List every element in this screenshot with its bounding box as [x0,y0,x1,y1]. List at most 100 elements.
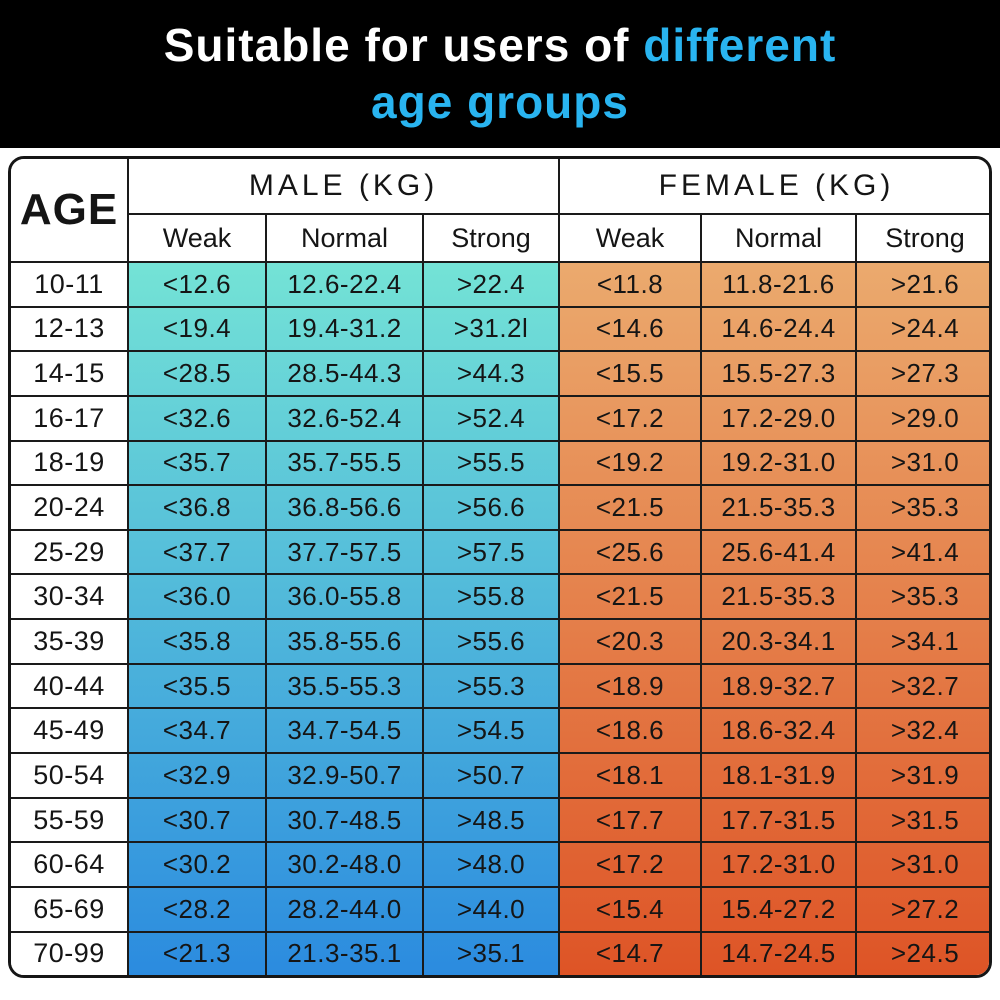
male-normal-cell: 32.9-50.7 [265,752,424,799]
male-weak-header: Weak [128,213,267,263]
age-cell: 60-64 [11,841,129,888]
male-weak-cell: <36.8 [127,484,267,531]
age-cell: 40-44 [11,662,129,710]
title-line-2: age groups [371,76,629,128]
male-normal-cell: 21.3-35.1 [265,930,424,975]
table-body: 10-11 <12.6 12.6-22.4 >22.4 <11.8 11.8-21.6 >2… [11,261,989,975]
male-strong-cell: >22.4 [421,261,561,308]
male-strong-cell: >52.4 [421,394,561,442]
male-strong-cell: >44.3 [421,350,561,397]
table-row: 20-24 <36.8 36.8-56.6 >56.6 <21.5 21.5-35.3 >3… [11,484,989,531]
age-cell: 35-39 [11,618,129,665]
male-normal-cell: 30.2-48.0 [265,841,424,888]
male-weak-cell: <34.7 [127,707,267,755]
male-normal-cell: 35.8-55.6 [265,618,424,665]
male-weak-cell: <28.2 [127,885,267,933]
female-normal-cell: 15.4-27.2 [700,885,858,933]
female-normal-cell: 25.6-41.4 [700,528,858,576]
male-normal-cell: 35.5-55.3 [265,662,424,710]
female-strong-cell: >21.6 [855,261,989,308]
female-weak-cell: <17.2 [558,841,703,888]
male-weak-cell: <28.5 [127,350,267,397]
female-weak-cell: <18.9 [558,662,703,710]
table-row: 10-11 <12.6 12.6-22.4 >22.4 <11.8 11.8-21.6 >2… [11,261,989,308]
female-normal-cell: 18.6-32.4 [700,707,858,755]
female-weak-cell: <11.8 [558,261,703,308]
title-banner: Suitable for users of different age grou… [0,0,1000,148]
age-cell: 50-54 [11,752,129,799]
male-strong-cell: >55.5 [421,439,561,487]
table-row: 30-34 <36.0 36.0-55.8 >55.8 <21.5 21.5-35.3 >3… [11,573,989,621]
male-normal-cell: 28.5-44.3 [265,350,424,397]
strength-table: AGE MALE (KG) FEMALE (KG) Weak Normal St… [8,156,992,978]
male-normal-cell: 34.7-54.5 [265,707,424,755]
male-strong-cell: >55.6 [421,618,561,665]
female-strong-cell: >35.3 [855,484,989,531]
table-header: AGE MALE (KG) FEMALE (KG) Weak Normal St… [11,159,989,263]
female-normal-cell: 19.2-31.0 [700,439,858,487]
table-row: 40-44 <35.5 35.5-55.3 >55.3 <18.9 18.9-32.7 >3… [11,662,989,710]
female-strong-cell: >31.0 [855,439,989,487]
female-strong-cell: >31.9 [855,752,989,799]
female-strong-cell: >24.5 [855,930,989,975]
female-normal-cell: 15.5-27.3 [700,350,858,397]
female-weak-cell: <18.1 [558,752,703,799]
female-weak-cell: <21.5 [558,484,703,531]
female-strong-cell: >35.3 [855,573,989,621]
female-weak-cell: <25.6 [558,528,703,576]
age-cell: 45-49 [11,707,129,755]
female-strong-cell: >24.4 [855,305,989,353]
title-line1-accent: different [643,19,837,72]
age-cell: 65-69 [11,885,129,933]
male-weak-cell: <12.6 [127,261,267,308]
age-cell: 70-99 [11,930,129,975]
table-row: 45-49 <34.7 34.7-54.5 >54.5 <18.6 18.6-32.4 >3… [11,707,989,755]
table-row: 60-64 <30.2 30.2-48.0 >48.0 <17.2 17.2-31.0 >3… [11,841,989,888]
male-weak-cell: <32.6 [127,394,267,442]
male-normal-cell: 12.6-22.4 [265,261,424,308]
female-normal-cell: 21.5-35.3 [700,484,858,531]
female-normal-cell: 17.7-31.5 [700,796,858,844]
female-strong-cell: >32.4 [855,707,989,755]
male-header: MALE (KG) [126,159,561,215]
female-strong-cell: >27.2 [855,885,989,933]
age-cell: 12-13 [11,305,129,353]
female-weak-cell: <17.7 [558,796,703,844]
table-row: 35-39 <35.8 35.8-55.6 >55.6 <20.3 20.3-34.1 >3… [11,618,989,665]
female-weak-header: Weak [558,213,703,263]
male-normal-cell: 19.4-31.2 [265,305,424,353]
male-weak-cell: <35.7 [127,439,267,487]
table-row: 65-69 <28.2 28.2-44.0 >44.0 <15.4 15.4-27.2 >2… [11,885,989,933]
female-strong-cell: >31.0 [855,841,989,888]
female-weak-cell: <14.7 [558,930,703,975]
male-weak-cell: <30.2 [127,841,267,888]
table-row: 50-54 <32.9 32.9-50.7 >50.7 <18.1 18.1-31.9 >3… [11,752,989,799]
male-normal-header: Normal [265,213,424,263]
male-normal-cell: 35.7-55.5 [265,439,424,487]
male-strong-cell: >54.5 [421,707,561,755]
male-strong-cell: >55.3 [421,662,561,710]
header-row-subs: Weak Normal Strong Weak Normal Strong [11,213,989,263]
title-line-1: Suitable for users of different [164,20,837,71]
female-strong-cell: >29.0 [855,394,989,442]
male-weak-cell: <32.9 [127,752,267,799]
male-strong-cell: >44.0 [421,885,561,933]
male-normal-cell: 32.6-52.4 [265,394,424,442]
table-row: 16-17 <32.6 32.6-52.4 >52.4 <17.2 17.2-29.0 >2… [11,394,989,442]
male-weak-cell: <37.7 [127,528,267,576]
male-normal-cell: 36.0-55.8 [265,573,424,621]
age-cell: 55-59 [11,796,129,844]
male-weak-cell: <35.5 [127,662,267,710]
female-normal-cell: 14.6-24.4 [700,305,858,353]
female-normal-cell: 18.9-32.7 [700,662,858,710]
female-weak-cell: <17.2 [558,394,703,442]
female-strong-cell: >41.4 [855,528,989,576]
age-cell: 14-15 [11,350,129,397]
grip-strength-table: AGE MALE (KG) FEMALE (KG) Weak Normal St… [11,159,989,975]
female-normal-header: Normal [700,213,858,263]
male-normal-cell: 30.7-48.5 [265,796,424,844]
male-strong-cell: >56.6 [421,484,561,531]
male-weak-cell: <30.7 [127,796,267,844]
header-row-groups: AGE MALE (KG) FEMALE (KG) [11,159,989,263]
male-strong-cell: >48.0 [421,841,561,888]
